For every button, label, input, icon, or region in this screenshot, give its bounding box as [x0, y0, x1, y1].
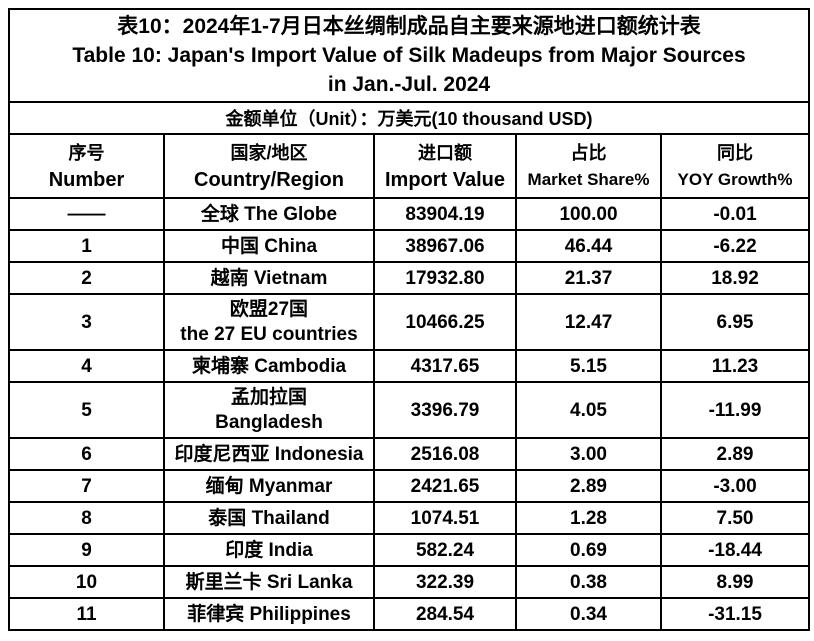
cell-country: 斯里兰卡 Sri Lanka	[163, 565, 375, 599]
cell-market-share: 12.47	[515, 293, 662, 351]
table-row: —— 全球 The Globe 83904.19 100.00 -0.01	[8, 197, 810, 231]
cell-market-share: 21.37	[515, 261, 662, 295]
title-line-date: in Jan.-Jul. 2024	[327, 73, 491, 96]
cell-yoy-growth: 7.50	[660, 501, 810, 535]
cell-number: 1	[8, 229, 165, 263]
cell-country: 缅甸 Myanmar	[163, 469, 375, 503]
header-country-zh: 国家/地区	[230, 143, 308, 163]
table-row: 6 印度尼西亚 Indonesia 2516.08 3.00 2.89	[8, 437, 810, 471]
column-header-yoy-growth: 同比 YOY Growth%	[660, 133, 810, 199]
cell-country: 越南 Vietnam	[163, 261, 375, 295]
title-line-en: Table 10: Japan's Import Value of Silk M…	[72, 44, 746, 67]
column-header-number: 序号 Number	[8, 133, 165, 199]
cell-number: 7	[8, 469, 165, 503]
header-market-share-en: Market Share%	[527, 170, 650, 189]
cell-number: 2	[8, 261, 165, 295]
cell-yoy-growth: 11.23	[660, 349, 810, 383]
cell-country: 欧盟27国 the 27 EU countries	[163, 293, 375, 351]
column-header-import-value: 进口额 Import Value	[373, 133, 517, 199]
cell-import-value: 1074.51	[373, 501, 517, 535]
cell-yoy-growth: -0.01	[660, 197, 810, 231]
cell-import-value: 322.39	[373, 565, 517, 599]
cell-number: 11	[8, 597, 165, 631]
cell-number: 4	[8, 349, 165, 383]
cell-number: ——	[8, 197, 165, 231]
header-number-en: Number	[48, 169, 125, 191]
cell-yoy-growth: -3.00	[660, 469, 810, 503]
cell-market-share: 1.28	[515, 501, 662, 535]
cell-import-value: 2516.08	[373, 437, 517, 471]
table-row: 1 中国 China 38967.06 46.44 -6.22	[8, 229, 810, 263]
table-row: 8 泰国 Thailand 1074.51 1.28 7.50	[8, 501, 810, 535]
cell-yoy-growth: -6.22	[660, 229, 810, 263]
title-row: 表10：2024年1-7月日本丝绸制成品自主要来源地进口额统计表 Table 1…	[8, 8, 810, 103]
cell-number: 6	[8, 437, 165, 471]
header-import-value-en: Import Value	[384, 169, 506, 191]
table-row: 10 斯里兰卡 Sri Lanka 322.39 0.38 8.99	[8, 565, 810, 599]
header-number-zh: 序号	[68, 143, 105, 163]
cell-yoy-growth: 18.92	[660, 261, 810, 295]
cell-import-value: 582.24	[373, 533, 517, 567]
header-import-value-zh: 进口额	[418, 143, 472, 163]
cell-market-share: 2.89	[515, 469, 662, 503]
cell-yoy-growth: -11.99	[660, 381, 810, 439]
cell-number: 3	[8, 293, 165, 351]
cell-market-share: 5.15	[515, 349, 662, 383]
cell-import-value: 10466.25	[373, 293, 517, 351]
header-yoy-growth-zh: 同比	[717, 143, 753, 163]
cell-country: 柬埔寨 Cambodia	[163, 349, 375, 383]
cell-number: 9	[8, 533, 165, 567]
cell-import-value: 17932.80	[373, 261, 517, 295]
cell-market-share: 0.34	[515, 597, 662, 631]
cell-yoy-growth: 2.89	[660, 437, 810, 471]
header-country-en: Country/Region	[194, 169, 344, 191]
header-yoy-growth-en: YOY Growth%	[677, 170, 793, 189]
import-statistics-table: 表10：2024年1-7月日本丝绸制成品自主要来源地进口额统计表 Table 1…	[8, 8, 810, 631]
cell-yoy-growth: 8.99	[660, 565, 810, 599]
cell-country: 中国 China	[163, 229, 375, 263]
table-row: 9 印度 India 582.24 0.69 -18.44	[8, 533, 810, 567]
cell-market-share: 46.44	[515, 229, 662, 263]
table-row: 11 菲律宾 Philippines 284.54 0.34 -31.15	[8, 597, 810, 631]
table-row: 2 越南 Vietnam 17932.80 21.37 18.92	[8, 261, 810, 295]
table-row: 5 孟加拉国 Bangladesh 3396.79 4.05 -11.99	[8, 381, 810, 439]
cell-market-share: 0.69	[515, 533, 662, 567]
cell-country: 菲律宾 Philippines	[163, 597, 375, 631]
cell-country: 泰国 Thailand	[163, 501, 375, 535]
cell-number: 10	[8, 565, 165, 599]
column-header-country: 国家/地区 Country/Region	[163, 133, 375, 199]
table-row: 7 缅甸 Myanmar 2421.65 2.89 -3.00	[8, 469, 810, 503]
cell-market-share: 4.05	[515, 381, 662, 439]
cell-yoy-growth: 6.95	[660, 293, 810, 351]
title-line-zh: 表10：2024年1-7月日本丝绸制成品自主要来源地进口额统计表	[117, 15, 701, 38]
cell-import-value: 2421.65	[373, 469, 517, 503]
table-row: 4 柬埔寨 Cambodia 4317.65 5.15 11.23	[8, 349, 810, 383]
cell-country: 印度 India	[163, 533, 375, 567]
table-row: 3 欧盟27国 the 27 EU countries 10466.25 12.…	[8, 293, 810, 351]
cell-import-value: 3396.79	[373, 381, 517, 439]
cell-market-share: 100.00	[515, 197, 662, 231]
cell-number: 8	[8, 501, 165, 535]
unit-note: 金额单位（Unit）：万美元(10 thousand USD)	[8, 101, 810, 135]
cell-import-value: 83904.19	[373, 197, 517, 231]
cell-market-share: 3.00	[515, 437, 662, 471]
cell-import-value: 38967.06	[373, 229, 517, 263]
cell-number: 5	[8, 381, 165, 439]
cell-market-share: 0.38	[515, 565, 662, 599]
cell-country: 孟加拉国 Bangladesh	[163, 381, 375, 439]
cell-country: 全球 The Globe	[163, 197, 375, 231]
cell-yoy-growth: -31.15	[660, 597, 810, 631]
header-market-share-zh: 占比	[570, 143, 607, 163]
table-title: 表10：2024年1-7月日本丝绸制成品自主要来源地进口额统计表 Table 1…	[8, 8, 810, 103]
cell-country: 印度尼西亚 Indonesia	[163, 437, 375, 471]
cell-import-value: 284.54	[373, 597, 517, 631]
header-row: 序号 Number 国家/地区 Country/Region 进口额 Impor…	[8, 133, 810, 199]
cell-yoy-growth: -18.44	[660, 533, 810, 567]
column-header-market-share: 占比 Market Share%	[515, 133, 662, 199]
unit-row: 金额单位（Unit）：万美元(10 thousand USD)	[8, 101, 810, 135]
cell-import-value: 4317.65	[373, 349, 517, 383]
